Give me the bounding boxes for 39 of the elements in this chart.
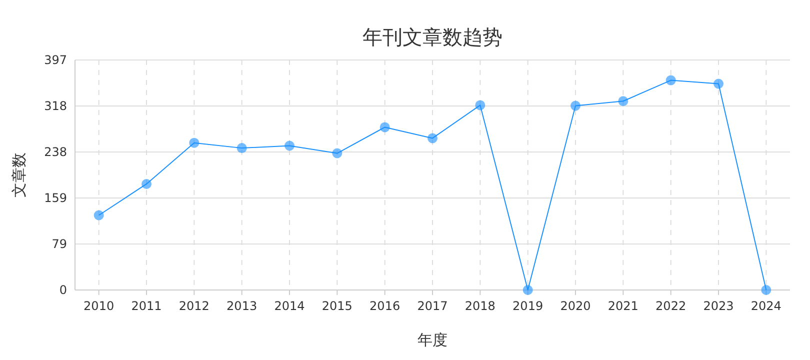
chart-title: 年刊文章数趋势 [362,25,502,49]
x-tick-label: 2012 [178,299,210,313]
point [475,100,486,110]
point [94,210,104,220]
y-tick-label: 79 [52,237,67,251]
x-tick-label: 2010 [84,299,114,313]
point [236,143,247,154]
x-tick-label: 2018 [464,299,496,313]
point [618,96,628,106]
point [189,138,200,148]
x-tick-label: 2021 [608,299,638,313]
point [714,78,724,89]
y-axis-title: 文章数 [10,152,28,198]
x-tick-label: 2011 [131,299,162,313]
point [761,285,772,295]
x-tick-label: 2015 [322,299,352,313]
x-axis-title: 年度 [418,331,448,349]
point [142,178,152,189]
y-tick-label: 238 [44,145,67,159]
y-tick-label: 0 [59,283,67,297]
point [332,148,342,158]
x-tick-label: 2013 [226,299,258,313]
y-tick-label: 159 [44,191,67,205]
point [570,100,580,111]
y-tick-label: 397 [44,53,67,67]
point [380,122,390,132]
x-tick-label: 2017 [417,299,448,313]
point [284,140,294,151]
point [428,133,438,144]
y-tick-label: 318 [44,99,67,113]
x-tick-label: 2014 [274,299,305,313]
point [522,285,533,295]
x-tick-label: 2024 [750,299,782,313]
x-tick-label: 2020 [560,299,591,313]
x-tick-label: 2023 [703,299,734,313]
x-tick-label: 2016 [370,299,400,313]
x-tick-label: 2019 [512,299,544,313]
x-tick-label: 2022 [656,299,686,313]
point [666,75,676,86]
